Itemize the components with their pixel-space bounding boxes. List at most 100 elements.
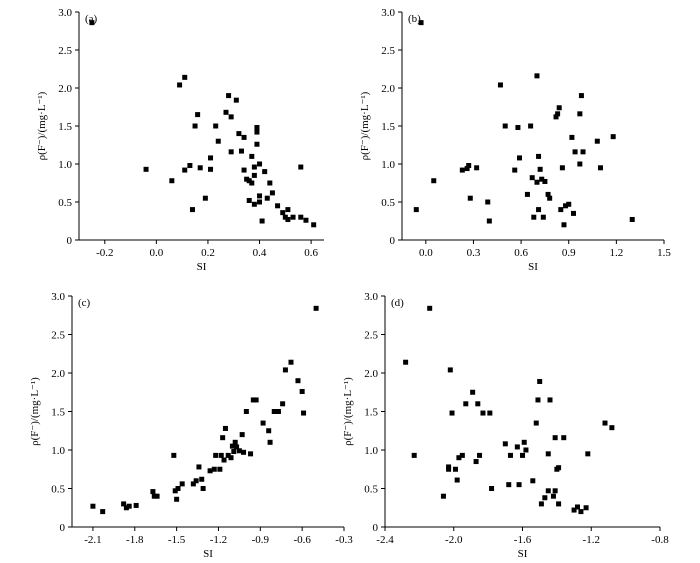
data-point <box>150 489 156 495</box>
x-axis-title: SI <box>518 548 528 560</box>
x-tick-label: -0.6 <box>293 534 311 546</box>
data-point <box>282 214 288 220</box>
data-point <box>208 166 214 172</box>
data-point <box>474 165 480 171</box>
data-point <box>236 131 242 137</box>
data-point <box>254 141 260 147</box>
data-point <box>236 448 242 454</box>
y-tick-label: 3.0 <box>364 291 378 303</box>
data-point <box>169 178 175 184</box>
data-point <box>249 180 255 186</box>
data-point <box>464 166 470 172</box>
data-point <box>298 164 304 170</box>
data-point <box>254 125 260 131</box>
data-point <box>502 123 508 129</box>
data-point <box>524 191 530 197</box>
y-tick-label: 3.0 <box>51 291 65 303</box>
data-point <box>523 447 529 453</box>
data-point <box>175 486 181 491</box>
data-point <box>467 195 473 201</box>
data-point <box>540 214 546 220</box>
x-tick-label: -1.8 <box>126 534 144 546</box>
data-point <box>521 439 527 445</box>
data-point <box>556 501 562 507</box>
data-point <box>569 134 575 140</box>
data-point <box>260 420 266 426</box>
data-point <box>529 175 535 181</box>
y-tick-label: 1.5 <box>381 121 395 133</box>
data-point <box>222 425 228 431</box>
data-point <box>182 167 188 173</box>
data-point <box>534 73 540 79</box>
y-tick-label: 1.0 <box>381 159 395 171</box>
x-axis-title: SI <box>203 548 213 560</box>
panel-d: 0 0.5 1.0 1.5 2.0 2.5 3.0 -2.4 -2.0 -1.6 -1.2 -0.8 S… <box>342 291 669 560</box>
x-tick-label: -0.2 <box>96 247 113 259</box>
panel-a: 0 0.5 1.0 1.5 2.0 2.5 3.0 -0.2 0.0 0.2 0.4 0.6 SI ρ(F… <box>36 7 324 273</box>
data-point <box>267 439 273 445</box>
x-tick-label: -1.6 <box>514 534 532 546</box>
data-point <box>226 93 232 99</box>
y-tick-label: 2.5 <box>381 45 395 57</box>
data-point <box>313 305 319 311</box>
y-tick-label: 0.5 <box>364 484 378 496</box>
y-axis-title: ρ(F⁻)/(mg·L⁻¹) <box>342 377 354 446</box>
data-point <box>220 435 226 441</box>
data-point <box>174 496 180 502</box>
panel-label: (a) <box>85 13 98 25</box>
panel-b: 0 0.5 1.0 1.5 2.0 2.5 3.0 0.0 0.3 0.6 0.9 1.2 1.5 SI ρ… <box>359 7 671 273</box>
data-point <box>285 207 291 213</box>
data-point <box>547 397 553 403</box>
data-point <box>154 493 160 499</box>
data-point <box>238 148 244 154</box>
data-point <box>594 138 600 144</box>
x-tick-label: 0.0 <box>419 247 433 259</box>
data-point <box>556 465 562 471</box>
y-tick-label: 0 <box>60 522 66 534</box>
data-point <box>89 20 95 26</box>
y-tick-label: 2.0 <box>58 83 72 95</box>
data-point <box>196 464 202 470</box>
data-point <box>528 123 534 129</box>
data-point <box>208 155 214 161</box>
data-point <box>246 178 252 184</box>
data-point <box>459 452 465 458</box>
data-point <box>486 218 492 224</box>
data-point <box>427 305 433 311</box>
data-point <box>403 359 409 365</box>
data-point <box>542 495 548 501</box>
data-point <box>280 401 286 407</box>
data-point <box>211 466 217 472</box>
y-tick-label: 0 <box>67 235 73 247</box>
data-point <box>190 481 196 487</box>
x-tick-label: -1.2 <box>583 534 600 546</box>
data-point <box>440 493 446 499</box>
data-point <box>512 167 518 173</box>
y-tick-label: 2.5 <box>51 330 65 342</box>
data-point <box>477 452 483 458</box>
data-point <box>225 452 231 458</box>
data-point <box>480 410 486 416</box>
data-point <box>251 164 257 170</box>
x-tick-label: 0.0 <box>149 247 163 259</box>
data-point <box>177 82 183 88</box>
y-tick-label: 2.0 <box>364 368 378 380</box>
data-point <box>577 161 583 167</box>
data-point <box>602 420 608 426</box>
data-point <box>454 477 460 483</box>
data-point <box>566 201 572 207</box>
panel-label: (b) <box>408 13 421 25</box>
data-point <box>538 501 544 507</box>
data-point <box>561 222 567 228</box>
data-point <box>502 441 508 447</box>
data-point <box>290 214 296 220</box>
data-point <box>218 452 224 458</box>
data-point <box>497 82 503 88</box>
data-point <box>250 397 256 403</box>
data-point <box>233 97 239 103</box>
data-point <box>241 449 247 455</box>
data-point <box>572 149 578 155</box>
data-point <box>580 149 586 155</box>
data-point <box>228 455 234 461</box>
